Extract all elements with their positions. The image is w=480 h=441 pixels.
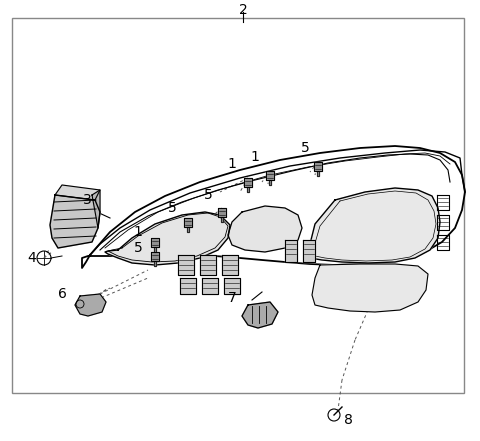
Polygon shape: [266, 171, 274, 180]
Text: 5: 5: [133, 241, 143, 255]
Polygon shape: [200, 255, 216, 275]
Text: 1: 1: [133, 225, 143, 239]
Polygon shape: [178, 255, 194, 275]
Polygon shape: [224, 278, 240, 294]
Polygon shape: [221, 217, 223, 222]
Polygon shape: [312, 264, 428, 312]
Text: 5: 5: [204, 188, 212, 202]
Text: 5: 5: [168, 201, 176, 215]
Polygon shape: [202, 278, 218, 294]
Text: 7: 7: [228, 291, 236, 305]
Polygon shape: [218, 208, 226, 217]
Text: 3: 3: [83, 193, 91, 207]
Text: 4: 4: [28, 251, 36, 265]
Bar: [12, 18, 464, 393]
Polygon shape: [154, 261, 156, 266]
Polygon shape: [222, 255, 238, 275]
Polygon shape: [50, 195, 100, 248]
Polygon shape: [92, 190, 100, 228]
Polygon shape: [308, 188, 440, 263]
Polygon shape: [55, 185, 100, 200]
Polygon shape: [247, 187, 249, 192]
Polygon shape: [105, 212, 230, 265]
Polygon shape: [151, 238, 159, 247]
Polygon shape: [154, 247, 156, 252]
Text: 1: 1: [228, 157, 237, 171]
Text: 6: 6: [58, 287, 66, 301]
Text: 5: 5: [300, 141, 310, 155]
Polygon shape: [187, 227, 189, 232]
Polygon shape: [180, 278, 196, 294]
Polygon shape: [285, 240, 297, 262]
Polygon shape: [75, 294, 106, 316]
Polygon shape: [317, 171, 319, 176]
Polygon shape: [228, 206, 302, 252]
Polygon shape: [244, 178, 252, 187]
Polygon shape: [242, 302, 278, 328]
Polygon shape: [151, 252, 159, 261]
Polygon shape: [184, 218, 192, 227]
Text: 1: 1: [251, 150, 259, 164]
Text: 8: 8: [344, 413, 352, 427]
Text: 2: 2: [239, 3, 247, 17]
Polygon shape: [303, 240, 315, 262]
Polygon shape: [269, 180, 271, 185]
Polygon shape: [314, 162, 322, 171]
